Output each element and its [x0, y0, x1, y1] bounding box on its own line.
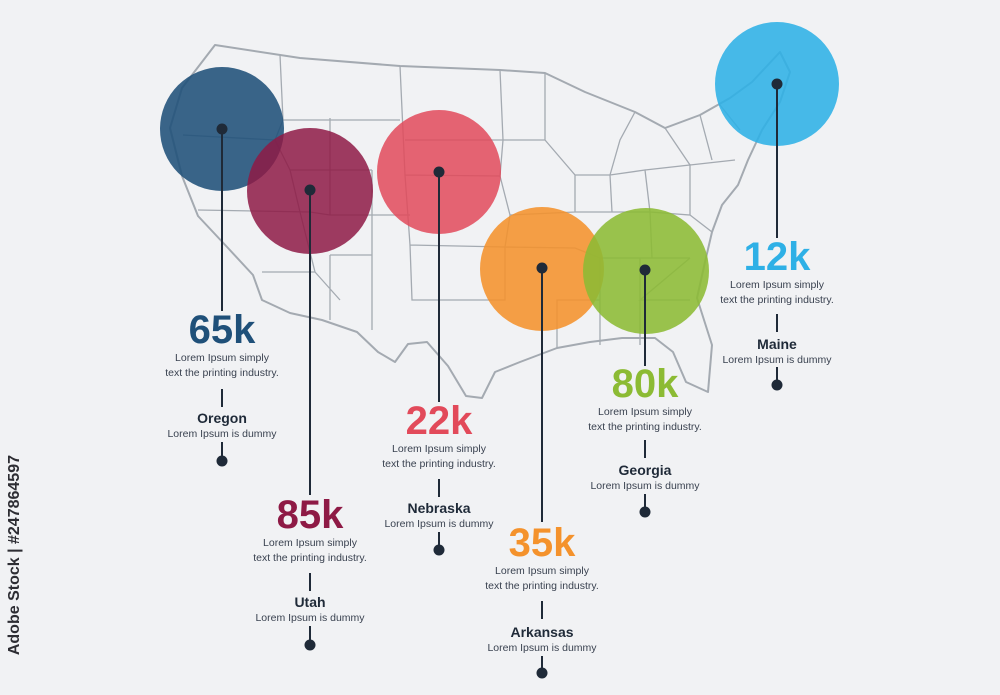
state-sub: Lorem Ipsum is dummy: [384, 518, 494, 530]
maine-separator: [776, 314, 778, 332]
utah-label: Utah Lorem Ipsum is dummy: [200, 594, 420, 625]
maine-center-dot: [771, 78, 783, 90]
utah-end-dot: [304, 639, 316, 651]
utah-connector: [309, 190, 311, 495]
georgia-center-dot: [639, 264, 651, 276]
georgia-connector: [644, 270, 646, 366]
stat-desc: text the printing industry.: [253, 552, 367, 564]
maine-stat: 12k Lorem Ipsum simply text the printing…: [667, 236, 887, 308]
state-name: Georgia: [618, 462, 672, 478]
arkansas-separator: [541, 601, 543, 619]
maine-connector: [776, 84, 778, 238]
stat-value: 22k: [405, 399, 473, 443]
stat-value: 12k: [743, 235, 811, 279]
stat-value: 35k: [508, 521, 576, 565]
oregon-tail: [221, 442, 223, 460]
state-name: Utah: [294, 594, 326, 610]
stat-desc: Lorem Ipsum simply: [495, 565, 589, 577]
stat-value: 80k: [611, 362, 679, 406]
state-sub: Lorem Ipsum is dummy: [722, 354, 832, 366]
state-sub: Lorem Ipsum is dummy: [255, 612, 365, 624]
nebraska-connector: [438, 172, 440, 402]
stat-value: 85k: [276, 493, 344, 537]
arkansas-connector: [541, 268, 543, 522]
stock-watermark: Adobe Stock | #247864597: [6, 455, 23, 656]
oregon-label: Oregon Lorem Ipsum is dummy: [112, 410, 332, 441]
nebraska-stat: 22k Lorem Ipsum simply text the printing…: [329, 400, 549, 472]
georgia-separator: [644, 440, 646, 458]
state-sub: Lorem Ipsum is dummy: [167, 428, 277, 440]
georgia-end-dot: [639, 506, 651, 518]
oregon-connector: [221, 129, 223, 311]
nebraska-separator: [438, 479, 440, 497]
utah-stat: 85k Lorem Ipsum simply text the printing…: [200, 494, 420, 566]
state-name: Nebraska: [407, 500, 471, 516]
maine-tail: [776, 367, 778, 383]
utah-center-dot: [304, 184, 316, 196]
maine-label: Maine Lorem Ipsum is dummy: [667, 336, 887, 367]
stat-desc: text the printing industry.: [588, 421, 702, 433]
state-name: Arkansas: [510, 624, 574, 640]
stat-desc: Lorem Ipsum simply: [598, 406, 692, 418]
state-sub: Lorem Ipsum is dummy: [487, 642, 597, 654]
georgia-stat: 80k Lorem Ipsum simply text the printing…: [535, 363, 755, 435]
nebraska-label: Nebraska Lorem Ipsum is dummy: [329, 500, 549, 531]
nebraska-center-dot: [433, 166, 445, 178]
stat-desc: text the printing industry.: [382, 458, 496, 470]
stat-value: 65k: [188, 308, 256, 352]
georgia-label: Georgia Lorem Ipsum is dummy: [535, 462, 755, 493]
stat-desc: text the printing industry.: [720, 294, 834, 306]
oregon-separator: [221, 389, 223, 407]
state-name: Maine: [757, 336, 797, 352]
stat-desc: text the printing industry.: [485, 580, 599, 592]
oregon-center-dot: [216, 123, 228, 135]
georgia-tail: [644, 494, 646, 510]
arkansas-stat: 35k Lorem Ipsum simply text the printing…: [432, 522, 652, 594]
arkansas-label: Arkansas Lorem Ipsum is dummy: [432, 624, 652, 655]
nebraska-end-dot: [433, 544, 445, 556]
nebraska-tail: [438, 532, 440, 550]
oregon-stat: 65k Lorem Ipsum simply text the printing…: [112, 309, 332, 381]
state-name: Oregon: [197, 410, 247, 426]
arkansas-end-dot: [536, 667, 548, 679]
arkansas-center-dot: [536, 262, 548, 274]
stat-desc: Lorem Ipsum simply: [730, 279, 824, 291]
stat-desc: Lorem Ipsum simply: [263, 537, 357, 549]
maine-end-dot: [771, 379, 783, 391]
stat-desc: text the printing industry.: [165, 367, 279, 379]
utah-tail: [309, 626, 311, 644]
stat-desc: Lorem Ipsum simply: [175, 352, 269, 364]
utah-separator: [309, 573, 311, 591]
oregon-end-dot: [216, 455, 228, 467]
state-sub: Lorem Ipsum is dummy: [590, 480, 700, 492]
stat-desc: Lorem Ipsum simply: [392, 443, 486, 455]
arkansas-tail: [541, 656, 543, 670]
